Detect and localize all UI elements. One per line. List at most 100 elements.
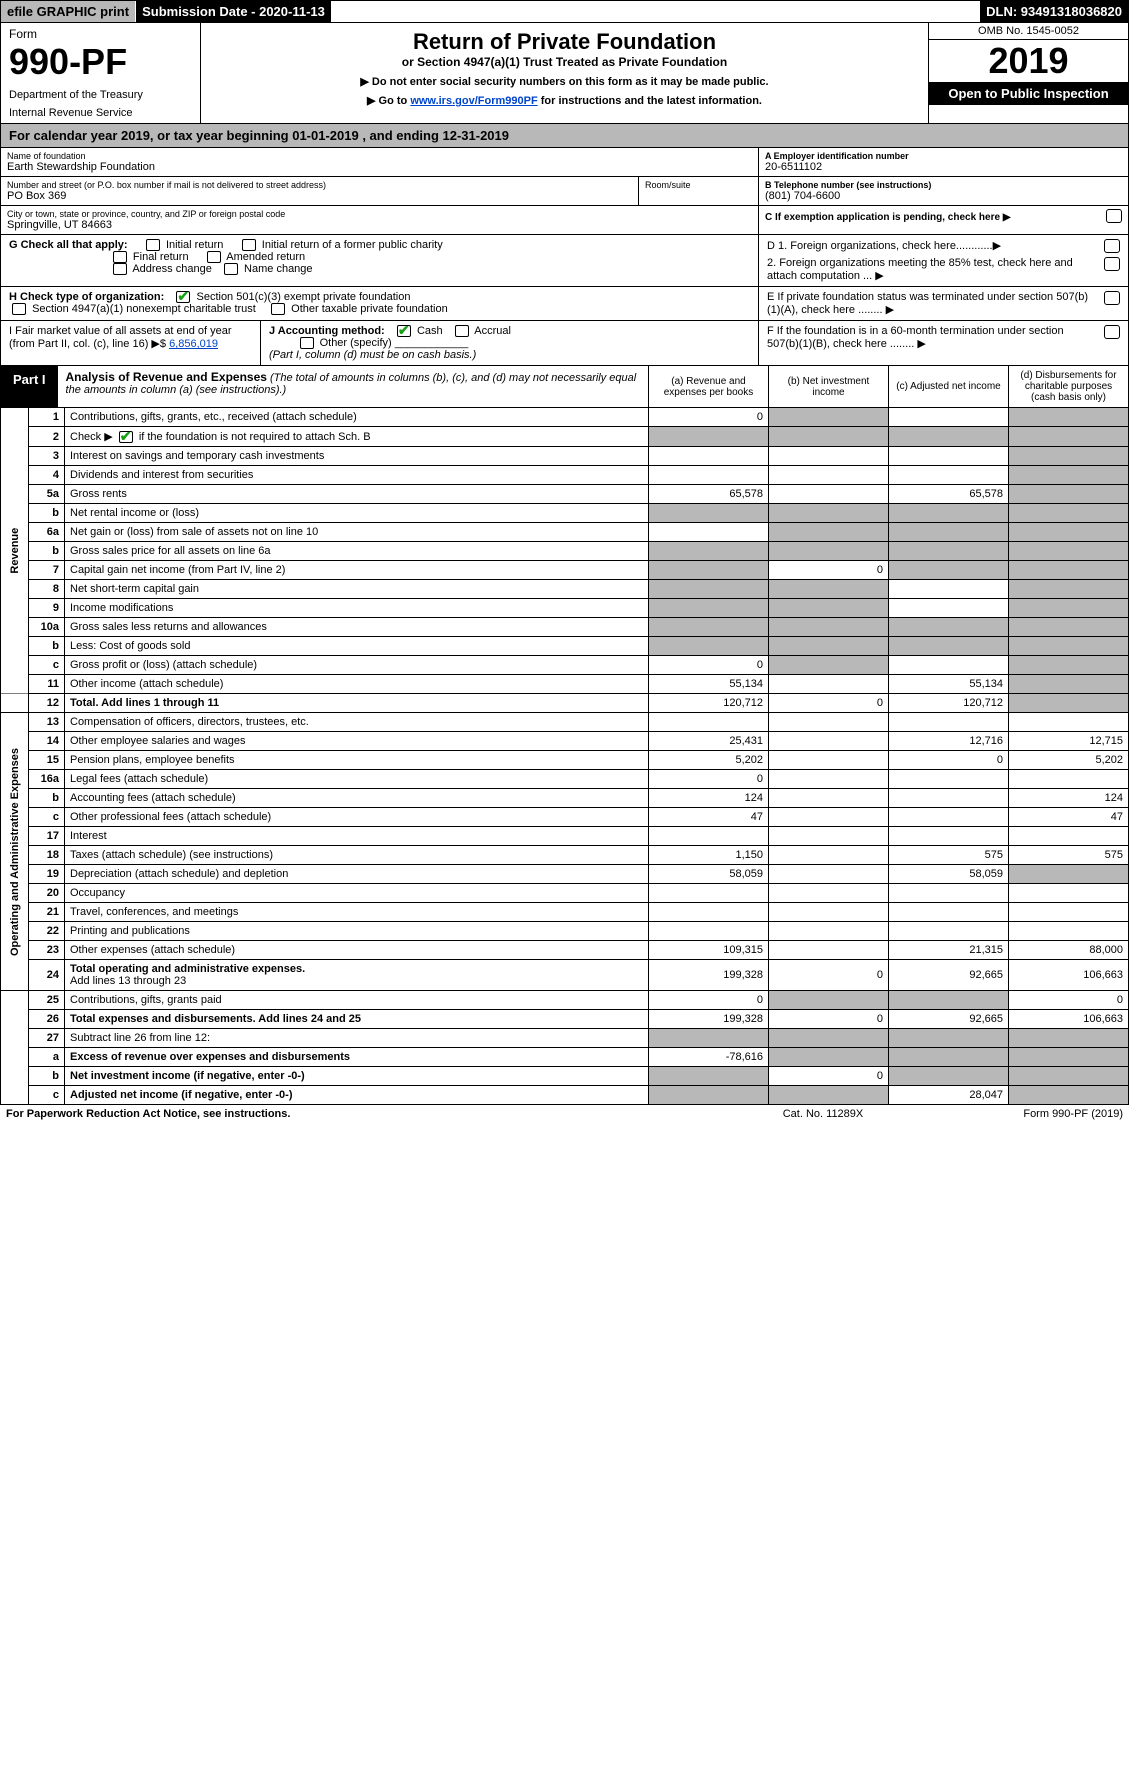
ein-label: A Employer identification number (765, 151, 1122, 161)
form-header: Form 990-PF Department of the Treasury I… (0, 23, 1129, 124)
table-row: 5aGross rents65,57865,578 (1, 485, 1129, 504)
addr-label: Number and street (or P.O. box number if… (7, 180, 632, 190)
form-number: 990-PF (9, 41, 192, 83)
col-d-hdr: (d) Disbursements for charitable purpose… (1008, 366, 1128, 407)
table-row: 23Other expenses (attach schedule)109,31… (1, 941, 1129, 960)
j-other-cb[interactable] (300, 337, 314, 349)
e-label: E If private foundation status was termi… (767, 291, 1098, 316)
warn-goto: ▶ Go to www.irs.gov/Form990PF for instru… (207, 94, 922, 107)
section-h: H Check type of organization: Section 50… (0, 287, 1129, 321)
g-label: G Check all that apply: (9, 239, 128, 251)
f-cb[interactable] (1104, 325, 1120, 339)
g-amended-cb[interactable] (207, 251, 221, 263)
part1-header: Part I Analysis of Revenue and Expenses … (0, 366, 1129, 408)
table-row: 11Other income (attach schedule)55,13455… (1, 675, 1129, 694)
footer-right: Form 990-PF (2019) (923, 1108, 1123, 1120)
h-other-cb[interactable] (271, 303, 285, 315)
schb-cb[interactable] (119, 431, 133, 443)
table-row: bAccounting fees (attach schedule)124124 (1, 789, 1129, 808)
part1-title: Analysis of Revenue and Expenses (66, 370, 267, 384)
dept-irs: Internal Revenue Service (9, 107, 192, 119)
table-row: cOther professional fees (attach schedul… (1, 808, 1129, 827)
city-state-zip: Springville, UT 84663 (7, 219, 752, 231)
omb-number: OMB No. 1545-0052 (929, 23, 1128, 40)
page-footer: For Paperwork Reduction Act Notice, see … (0, 1105, 1129, 1123)
table-row: 27Subtract line 26 from line 12: (1, 1029, 1129, 1048)
j-accrual-cb[interactable] (455, 325, 469, 337)
table-row: bNet rental income or (loss) (1, 504, 1129, 523)
name-label: Name of foundation (7, 151, 752, 161)
section-ijf: I Fair market value of all assets at end… (0, 321, 1129, 366)
table-row: bGross sales price for all assets on lin… (1, 542, 1129, 561)
table-row: 4Dividends and interest from securities (1, 466, 1129, 485)
table-row: 26Total expenses and disbursements. Add … (1, 1010, 1129, 1029)
g-final-cb[interactable] (113, 251, 127, 263)
col-a-hdr: (a) Revenue and expenses per books (648, 366, 768, 407)
table-row: 12Total. Add lines 1 through 11120,71201… (1, 694, 1129, 713)
form-label: Form (9, 27, 192, 41)
g-name-change-cb[interactable] (224, 263, 238, 275)
table-row: 22Printing and publications (1, 922, 1129, 941)
table-row: Operating and Administrative Expenses 13… (1, 713, 1129, 732)
table-row: 18Taxes (attach schedule) (see instructi… (1, 846, 1129, 865)
calendar-year-bar: For calendar year 2019, or tax year begi… (0, 124, 1129, 148)
phone: (801) 704-6600 (765, 190, 1122, 202)
j-label: J Accounting method: (269, 325, 385, 337)
address: PO Box 369 (7, 190, 632, 202)
d2-label: 2. Foreign organizations meeting the 85%… (767, 257, 1098, 282)
h-4947-cb[interactable] (12, 303, 26, 315)
footer-mid: Cat. No. 11289X (723, 1108, 923, 1120)
d1-label: D 1. Foreign organizations, check here..… (767, 239, 1098, 253)
form-title: Return of Private Foundation (207, 29, 922, 55)
j-cash-cb[interactable] (397, 325, 411, 337)
open-public: Open to Public Inspection (929, 82, 1128, 105)
table-row: 24Total operating and administrative exp… (1, 960, 1129, 991)
table-row: bLess: Cost of goods sold (1, 637, 1129, 656)
table-row: aExcess of revenue over expenses and dis… (1, 1048, 1129, 1067)
table-row: cGross profit or (loss) (attach schedule… (1, 656, 1129, 675)
table-row: 2Check ▶ if the foundation is not requir… (1, 427, 1129, 447)
d2-cb[interactable] (1104, 257, 1120, 271)
j-note: (Part I, column (d) must be on cash basi… (269, 349, 476, 361)
dept-treasury: Department of the Treasury (9, 89, 192, 101)
tax-year: 2019 (929, 40, 1128, 82)
phone-label: B Telephone number (see instructions) (765, 180, 1122, 190)
table-row: bNet investment income (if negative, ent… (1, 1067, 1129, 1086)
room-label: Room/suite (645, 180, 752, 190)
table-row: cAdjusted net income (if negative, enter… (1, 1086, 1129, 1105)
part1-label: Part I (1, 366, 58, 407)
d1-cb[interactable] (1104, 239, 1120, 253)
city-label: City or town, state or province, country… (7, 209, 752, 219)
foundation-name: Earth Stewardship Foundation (7, 161, 752, 173)
col-c-hdr: (c) Adjusted net income (888, 366, 1008, 407)
h-label: H Check type of organization: (9, 291, 164, 303)
g-initial-cb[interactable] (146, 239, 160, 251)
table-row: 19Depreciation (attach schedule) and dep… (1, 865, 1129, 884)
warn-ssn: ▶ Do not enter social security numbers o… (207, 75, 922, 88)
i-fmv: 6,856,019 (169, 338, 218, 350)
identification-grid: Name of foundation Earth Stewardship Fou… (0, 148, 1129, 235)
table-row: 25Contributions, gifts, grants paid00 (1, 991, 1129, 1010)
c-exempt-label: C If exemption application is pending, c… (765, 212, 1100, 223)
ein: 20-6511102 (765, 161, 1122, 173)
c-checkbox[interactable] (1106, 209, 1122, 223)
irs-link[interactable]: www.irs.gov/Form990PF (410, 95, 537, 107)
g-addr-change-cb[interactable] (113, 263, 127, 275)
e-cb[interactable] (1104, 291, 1120, 305)
table-row: 7Capital gain net income (from Part IV, … (1, 561, 1129, 580)
g-initial-former-cb[interactable] (242, 239, 256, 251)
form-subtitle: or Section 4947(a)(1) Trust Treated as P… (207, 55, 922, 69)
col-b-hdr: (b) Net investment income (768, 366, 888, 407)
h-501c3-cb[interactable] (176, 291, 190, 303)
table-row: 17Interest (1, 827, 1129, 846)
table-row: 8Net short-term capital gain (1, 580, 1129, 599)
table-row: 6aNet gain or (loss) from sale of assets… (1, 523, 1129, 542)
part1-table: Revenue 1Contributions, gifts, grants, e… (0, 408, 1129, 1105)
top-bar: efile GRAPHIC print Submission Date - 20… (0, 0, 1129, 23)
table-row: Revenue 1Contributions, gifts, grants, e… (1, 408, 1129, 427)
submission-date: Submission Date - 2020-11-13 (135, 1, 331, 22)
table-row: 9Income modifications (1, 599, 1129, 618)
table-row: 10aGross sales less returns and allowanc… (1, 618, 1129, 637)
expenses-side: Operating and Administrative Expenses (1, 713, 29, 991)
table-row: 20Occupancy (1, 884, 1129, 903)
